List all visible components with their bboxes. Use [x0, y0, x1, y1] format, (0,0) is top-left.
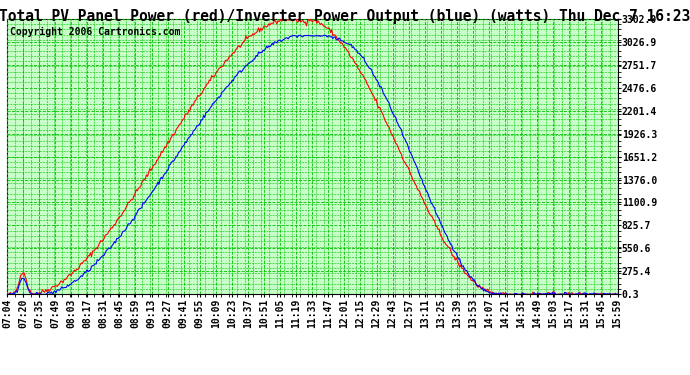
Text: Total PV Panel Power (red)/Inverter Power Output (blue) (watts) Thu Dec 7 16:23: Total PV Panel Power (red)/Inverter Powe… — [0, 9, 690, 24]
Text: Copyright 2006 Cartronics.com: Copyright 2006 Cartronics.com — [10, 27, 180, 37]
